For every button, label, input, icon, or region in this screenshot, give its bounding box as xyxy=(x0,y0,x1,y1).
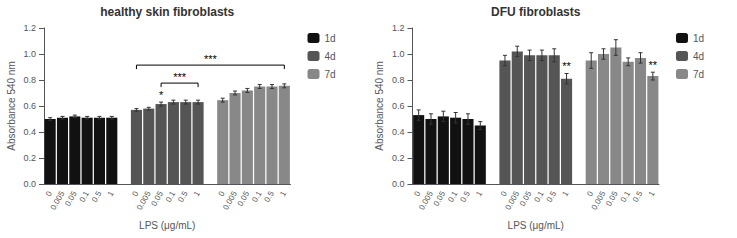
svg-text:0.005: 0.005 xyxy=(589,189,608,212)
svg-text:0.4: 0.4 xyxy=(392,127,405,137)
svg-text:0: 0 xyxy=(217,189,227,198)
svg-text:7d: 7d xyxy=(693,69,704,80)
svg-text:1d: 1d xyxy=(693,33,704,44)
svg-text:1: 1 xyxy=(106,189,116,198)
svg-text:0.8: 0.8 xyxy=(23,75,36,85)
svg-text:1: 1 xyxy=(560,189,570,198)
svg-text:0.6: 0.6 xyxy=(23,101,36,111)
svg-text:0.4: 0.4 xyxy=(23,127,36,137)
svg-text:0.2: 0.2 xyxy=(23,153,36,163)
svg-text:0.1: 0.1 xyxy=(619,189,633,204)
svg-text:0.05: 0.05 xyxy=(149,189,165,207)
svg-text:1: 1 xyxy=(474,189,484,198)
svg-text:0: 0 xyxy=(130,189,140,198)
svg-text:**: ** xyxy=(649,59,658,71)
svg-text:1: 1 xyxy=(192,189,202,198)
svg-text:LPS (μg/mL): LPS (μg/mL) xyxy=(508,220,564,231)
svg-text:0.6: 0.6 xyxy=(392,101,405,111)
svg-text:0.005: 0.005 xyxy=(48,189,67,212)
svg-text:0.5: 0.5 xyxy=(176,189,190,204)
svg-text:0.1: 0.1 xyxy=(446,189,460,204)
svg-text:*: * xyxy=(159,89,164,101)
svg-text:0.005: 0.005 xyxy=(221,189,239,212)
svg-text:1.0: 1.0 xyxy=(23,49,36,59)
svg-text:0.05: 0.05 xyxy=(236,189,252,207)
svg-text:0.05: 0.05 xyxy=(518,189,534,207)
svg-text:7d: 7d xyxy=(325,69,336,80)
svg-text:0.05: 0.05 xyxy=(432,189,448,207)
svg-text:0.5: 0.5 xyxy=(545,189,559,204)
svg-text:0.05: 0.05 xyxy=(63,189,79,207)
svg-text:0.1: 0.1 xyxy=(532,189,546,204)
svg-text:0.8: 0.8 xyxy=(392,75,405,85)
svg-text:0: 0 xyxy=(44,189,54,198)
svg-text:LPS (μg/mL): LPS (μg/mL) xyxy=(139,220,195,231)
svg-text:Absorbance 540 nm: Absorbance 540 nm xyxy=(374,61,385,151)
svg-text:DFU fibroblasts: DFU fibroblasts xyxy=(491,5,581,19)
svg-text:4d: 4d xyxy=(325,51,336,62)
svg-text:0.1: 0.1 xyxy=(78,189,92,204)
svg-text:0: 0 xyxy=(499,189,509,198)
svg-text:4d: 4d xyxy=(693,51,704,62)
svg-text:0.5: 0.5 xyxy=(459,189,473,204)
svg-text:1: 1 xyxy=(647,189,657,198)
svg-text:healthy skin fibroblasts: healthy skin fibroblasts xyxy=(100,5,234,19)
svg-text:1: 1 xyxy=(278,189,288,198)
svg-text:**: ** xyxy=(562,60,571,72)
svg-text:0.05: 0.05 xyxy=(604,189,620,207)
svg-text:1.0: 1.0 xyxy=(392,49,405,59)
svg-text:0.0: 0.0 xyxy=(392,179,405,189)
svg-text:0.5: 0.5 xyxy=(631,189,645,204)
svg-text:0.005: 0.005 xyxy=(417,189,435,212)
svg-text:0.5: 0.5 xyxy=(263,189,277,204)
svg-text:1.2: 1.2 xyxy=(23,23,36,33)
svg-text:0.2: 0.2 xyxy=(392,153,405,163)
svg-text:0: 0 xyxy=(413,189,423,198)
svg-text:1d: 1d xyxy=(325,33,336,44)
svg-text:0.0: 0.0 xyxy=(23,179,36,189)
svg-text:Absorbance 540 nm: Absorbance 540 nm xyxy=(6,61,17,151)
svg-text:0.1: 0.1 xyxy=(164,189,178,204)
svg-text:0.005: 0.005 xyxy=(503,189,522,212)
svg-text:0.005: 0.005 xyxy=(134,189,153,212)
svg-text:0.5: 0.5 xyxy=(90,189,104,204)
svg-text:***: *** xyxy=(204,53,218,65)
svg-text:***: *** xyxy=(173,71,187,83)
svg-text:0.1: 0.1 xyxy=(250,189,264,204)
svg-text:1.2: 1.2 xyxy=(392,23,405,33)
svg-text:0: 0 xyxy=(585,189,595,198)
